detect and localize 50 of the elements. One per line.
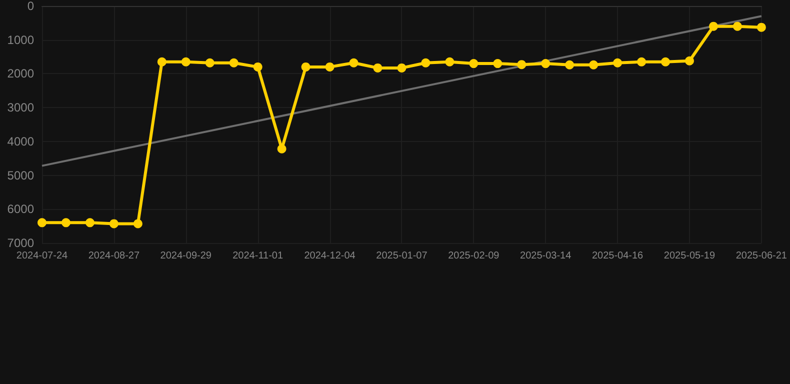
- point: [397, 63, 406, 72]
- x-tick-label: 2024-11-01: [232, 250, 284, 262]
- x-tick-label: 2025-04-16: [592, 250, 644, 262]
- x-tick-label: 2025-03-14: [520, 250, 572, 262]
- y-tick-label: 6000: [7, 202, 34, 216]
- y-tick-label: 3000: [7, 100, 34, 115]
- point: [732, 22, 742, 31]
- x-tick-label: 2025-06-21: [736, 250, 788, 262]
- point: [38, 218, 46, 228]
- x-tick-label: 2024-09-29: [160, 250, 212, 262]
- y-tick-label: 7000: [7, 236, 34, 250]
- point: [517, 60, 526, 70]
- point: [277, 144, 286, 154]
- y-tick-label: 5000: [7, 168, 34, 182]
- y-tick-label: 2000: [7, 66, 34, 81]
- point: [684, 56, 694, 66]
- point: [325, 62, 334, 72]
- x-tick-label: 2024-12-04: [304, 250, 356, 262]
- point: [445, 57, 454, 66]
- y-tick-label: 4000: [7, 134, 34, 148]
- x-tick-label: 2025-01-07: [376, 250, 428, 262]
- point: [349, 58, 358, 68]
- point: [205, 58, 214, 68]
- point: [613, 58, 622, 68]
- point: [708, 22, 718, 31]
- point: [229, 58, 238, 68]
- point: [469, 59, 478, 68]
- y-tick-label: 0: [27, 0, 34, 13]
- point: [157, 57, 166, 66]
- point: [637, 57, 646, 66]
- point: [133, 219, 142, 228]
- point: [493, 59, 502, 68]
- point: [421, 58, 430, 68]
- point: [565, 60, 574, 70]
- point: [253, 62, 262, 72]
- x-tick-label: 2024-07-24: [16, 250, 68, 262]
- x-tick-label: 2025-02-09: [448, 250, 500, 262]
- x-tick-label: 2024-08-27: [88, 250, 140, 262]
- point: [109, 219, 118, 228]
- x-tick-label: 2025-05-19: [664, 250, 716, 262]
- point: [661, 57, 670, 66]
- point: [181, 57, 190, 66]
- point: [373, 63, 382, 72]
- point: [589, 60, 598, 70]
- y-tick-label: 1000: [7, 32, 34, 47]
- point: [85, 218, 94, 228]
- point: [541, 59, 550, 68]
- point: [301, 62, 310, 72]
- point: [756, 22, 766, 32]
- point: [61, 218, 70, 228]
